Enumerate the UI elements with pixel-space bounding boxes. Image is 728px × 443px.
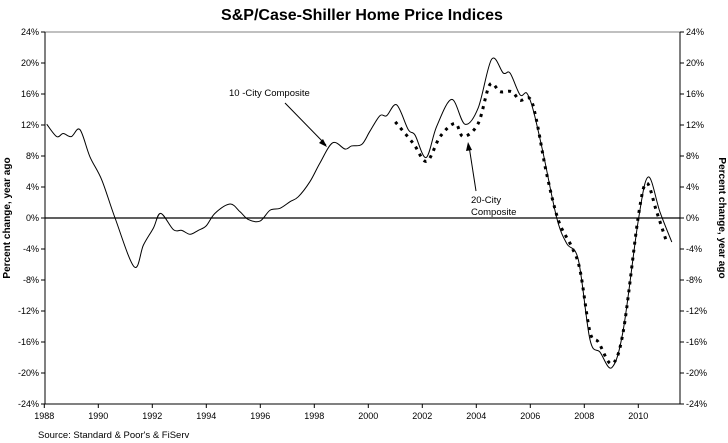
y-tick-label-left: -16% [18, 337, 39, 347]
annotation-20-city-line2: Composite [471, 207, 516, 218]
annotation-20-city-arrow [468, 145, 477, 192]
y-tick-label-right: -16% [686, 337, 707, 347]
y-tick-label-left: 8% [26, 151, 39, 161]
y-axis-label-left: Percent change, year ago [2, 157, 13, 278]
x-tick-label: 1996 [250, 411, 270, 421]
x-tick-label: 2010 [628, 411, 648, 421]
annotation-10-city: 10 -City Composite [229, 88, 310, 99]
x-tick-label: 2000 [358, 411, 378, 421]
y-tick-label-right: -8% [686, 275, 702, 285]
x-tick-label: 1994 [196, 411, 216, 421]
y-tick-label-left: 0% [26, 213, 39, 223]
y-tick-label-left: 4% [26, 182, 39, 192]
x-tick-label: 2002 [412, 411, 432, 421]
y-tick-label-right: 0% [686, 213, 699, 223]
x-tick-label: 1992 [142, 411, 162, 421]
series-20-city-line [394, 81, 669, 366]
y-tick-label-right: -4% [686, 244, 702, 254]
y-tick-label-left: 24% [21, 27, 39, 37]
chart-title: S&P/Case-Shiller Home Price Indices [221, 7, 503, 24]
y-tick-label-right: -24% [686, 399, 707, 409]
y-tick-label-right: 12% [686, 120, 704, 130]
annotation-20-city-line1: 20-City [471, 195, 501, 206]
x-tick-label: 2004 [466, 411, 486, 421]
series-10-city-line [46, 57, 673, 369]
y-tick-label-left: 20% [21, 58, 39, 68]
x-tick-label: 2008 [574, 411, 594, 421]
arrowhead-icon [319, 139, 327, 147]
y-tick-label-left: -4% [23, 244, 39, 254]
y-axis-label-right: Percent change, year ago [716, 157, 727, 278]
y-tick-label-left: -8% [23, 275, 39, 285]
y-tick-label-left: 16% [21, 89, 39, 99]
y-tick-label-right: 24% [686, 27, 704, 37]
annotation-10-city-arrow [284, 102, 327, 146]
y-tick-label-right: 16% [686, 89, 704, 99]
x-tick-label: 1998 [304, 411, 324, 421]
arrowhead-icon [466, 142, 472, 151]
y-tick-label-right: 8% [686, 151, 699, 161]
y-tick-label-left: -20% [18, 368, 39, 378]
y-tick-label-right: 4% [686, 182, 699, 192]
y-tick-label-right: -12% [686, 306, 707, 316]
y-tick-label-right: 20% [686, 58, 704, 68]
y-tick-label-left: 12% [21, 120, 39, 130]
y-tick-label-left: -24% [18, 399, 39, 409]
y-tick-label-right: -20% [686, 368, 707, 378]
source-note: Source: Standard & Poor's & FiServ [38, 430, 189, 441]
x-tick-label: 1988 [34, 411, 54, 421]
y-tick-label-left: -12% [18, 306, 39, 316]
x-tick-label: 1990 [88, 411, 108, 421]
x-tick-label: 2006 [520, 411, 540, 421]
